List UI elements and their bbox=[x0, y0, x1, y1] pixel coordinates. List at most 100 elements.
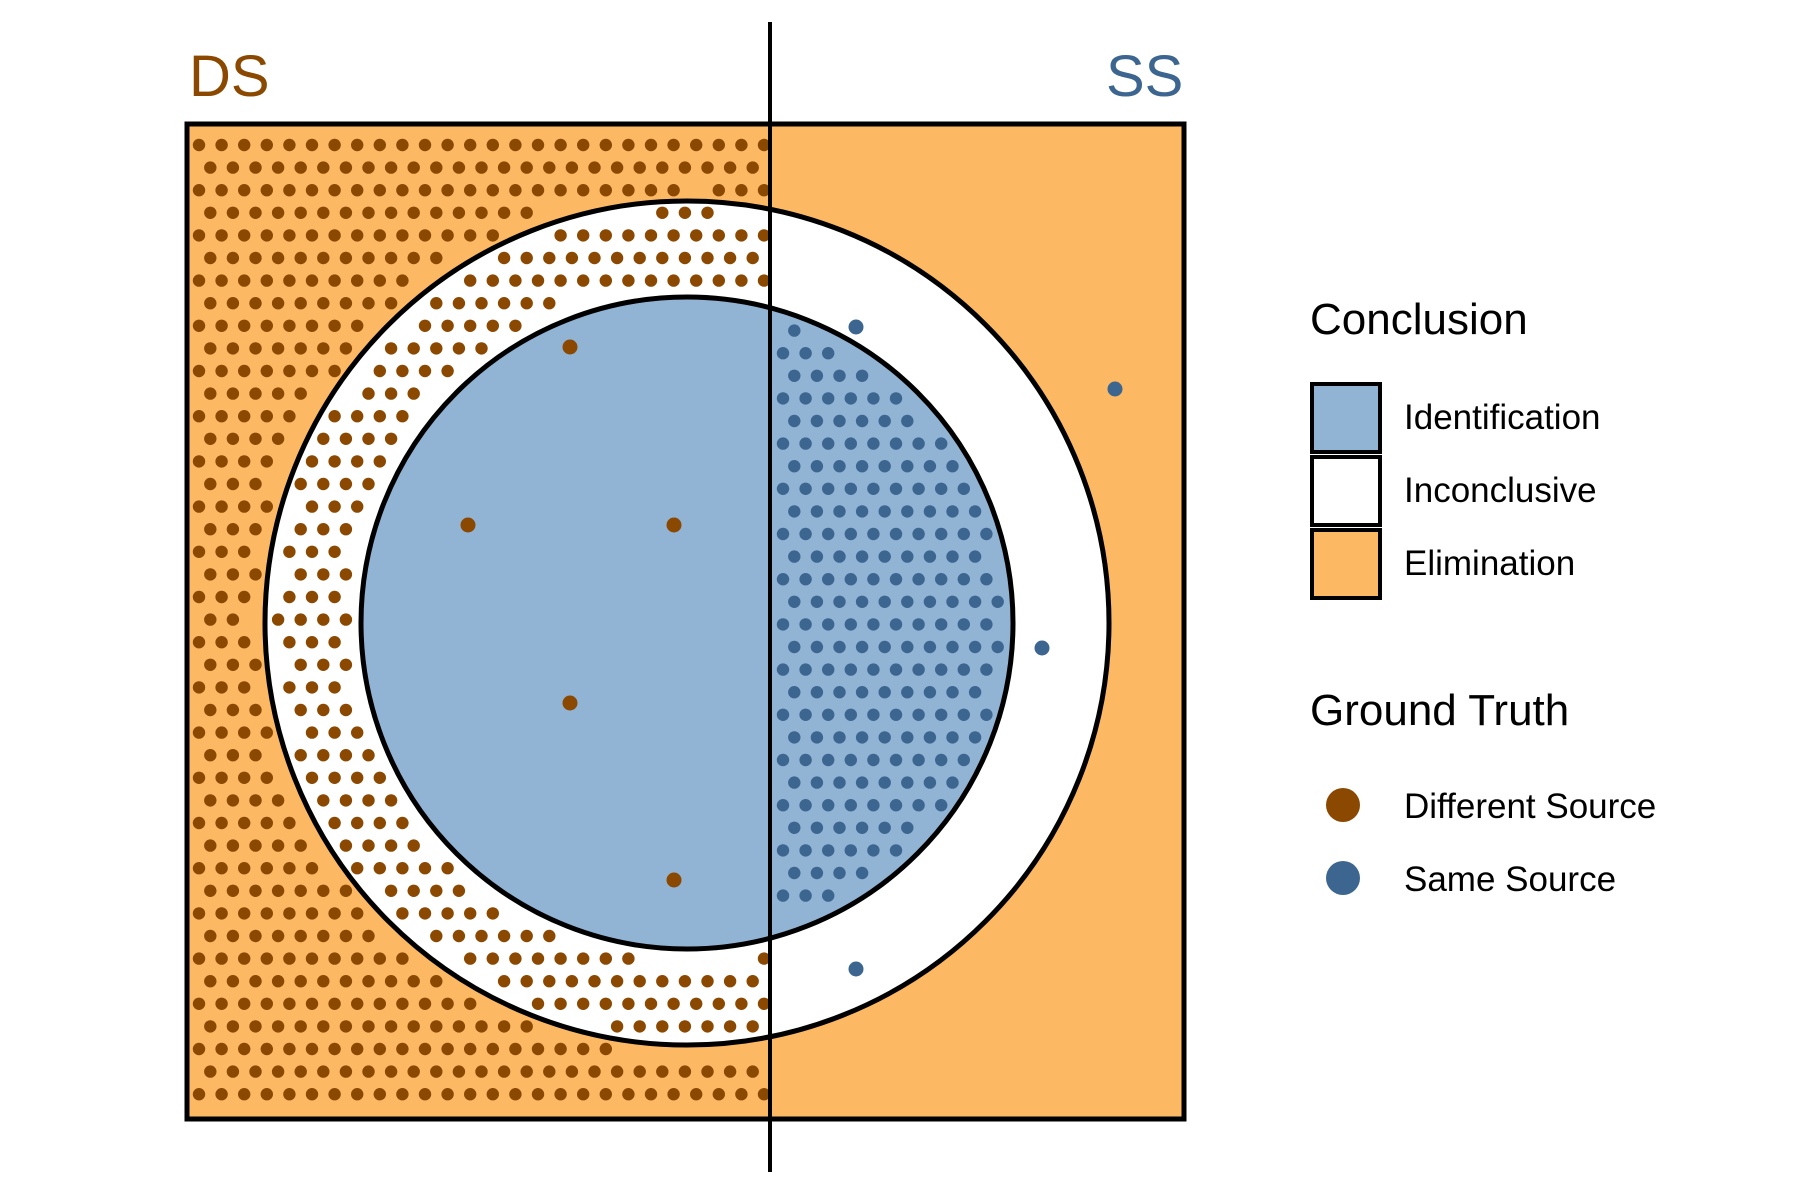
different-source-dot bbox=[667, 997, 680, 1010]
different-source-dot bbox=[215, 138, 228, 152]
different-source-dot bbox=[577, 184, 590, 197]
same-source-dot bbox=[923, 776, 937, 789]
same-source-dot bbox=[844, 437, 857, 450]
different-source-dot bbox=[238, 1042, 251, 1056]
different-source-dot bbox=[486, 952, 499, 965]
different-source-dot bbox=[757, 952, 770, 965]
different-source-dot bbox=[294, 206, 307, 219]
different-source-dot bbox=[238, 681, 251, 694]
different-source-dot bbox=[723, 975, 737, 988]
same-source-dot bbox=[889, 573, 903, 586]
different-source-dot bbox=[441, 184, 454, 197]
different-source-dot bbox=[305, 590, 319, 604]
different-source-dot bbox=[441, 229, 454, 242]
same-source-dot bbox=[844, 618, 857, 631]
different-source-dot bbox=[712, 1088, 725, 1101]
same-source-dot bbox=[799, 799, 812, 812]
different-source-dot bbox=[599, 274, 612, 287]
same-source-dot bbox=[957, 663, 970, 676]
different-source-dot bbox=[238, 184, 251, 197]
different-source-dot bbox=[644, 184, 658, 197]
legend-label-inconclusive: Inconclusive bbox=[1404, 471, 1597, 510]
different-source-dot bbox=[328, 726, 341, 739]
different-source-dot bbox=[735, 229, 748, 242]
same-source-dot bbox=[923, 505, 937, 518]
same-source-dot bbox=[923, 460, 937, 473]
different-source-dot bbox=[215, 997, 228, 1010]
different-source-dot bbox=[328, 184, 341, 197]
different-source-dot bbox=[226, 568, 240, 581]
different-source-dot bbox=[362, 839, 375, 852]
different-source-dot bbox=[678, 1065, 692, 1078]
different-source-dot bbox=[497, 297, 511, 310]
same-source-dot bbox=[901, 595, 914, 608]
same-source-dot bbox=[833, 460, 846, 473]
different-source-dot bbox=[238, 907, 251, 920]
same-source-dot bbox=[923, 550, 937, 563]
elimination-swatch bbox=[1310, 528, 1382, 600]
different-source-dot bbox=[317, 975, 330, 988]
different-source-dot bbox=[396, 274, 409, 287]
different-source-dot bbox=[283, 636, 296, 649]
different-source-dot bbox=[543, 161, 556, 174]
different-source-dot bbox=[599, 184, 612, 197]
same-source-dot bbox=[878, 821, 891, 834]
same-source-dot-icon bbox=[1326, 861, 1360, 895]
different-source-dot bbox=[622, 138, 635, 152]
same-source-dot bbox=[946, 505, 959, 518]
different-source-dot bbox=[610, 161, 624, 174]
different-source-dot bbox=[192, 726, 206, 739]
same-source-dot bbox=[912, 437, 925, 450]
different-source-dot bbox=[656, 206, 669, 219]
different-source-dot bbox=[351, 1088, 364, 1101]
different-source-dot bbox=[599, 1042, 612, 1056]
different-source-dot bbox=[238, 138, 251, 152]
different-source-dot bbox=[384, 342, 398, 355]
different-source-dot bbox=[238, 229, 251, 242]
different-source-dot bbox=[384, 251, 398, 265]
different-source-dot bbox=[396, 184, 409, 197]
different-source-dot bbox=[339, 206, 353, 219]
different-source-dot bbox=[192, 138, 206, 152]
different-source-dot bbox=[305, 862, 319, 875]
different-source-dot bbox=[735, 1088, 748, 1101]
same-source-dot bbox=[822, 392, 835, 405]
different-source-dot bbox=[271, 794, 285, 807]
same-source-dot bbox=[867, 618, 880, 631]
different-source-dot bbox=[294, 749, 307, 762]
different-source-dot bbox=[407, 839, 420, 852]
same-source-dot bbox=[867, 573, 880, 586]
different-source-dot bbox=[283, 816, 296, 830]
same-source-dot bbox=[980, 618, 993, 631]
different-source-dot bbox=[215, 1088, 228, 1101]
same-source-dot bbox=[788, 414, 801, 428]
different-source-dot bbox=[464, 138, 477, 152]
different-source-dot bbox=[599, 138, 612, 152]
different-source-dot bbox=[430, 884, 443, 897]
different-source-dot bbox=[407, 1065, 420, 1078]
different-source-point bbox=[562, 695, 578, 711]
different-source-dot bbox=[486, 184, 499, 197]
different-source-dot bbox=[260, 1042, 273, 1056]
different-source-dot bbox=[430, 342, 443, 355]
different-source-dot bbox=[283, 410, 296, 423]
same-source-dot bbox=[968, 640, 982, 654]
different-source-dot bbox=[396, 997, 409, 1010]
different-source-dot bbox=[351, 138, 364, 152]
same-source-dot bbox=[957, 527, 970, 541]
different-source-dot bbox=[554, 1042, 567, 1056]
different-source-dot bbox=[633, 161, 646, 174]
different-source-dot bbox=[328, 500, 341, 513]
same-source-dot bbox=[957, 753, 970, 767]
different-source-dot bbox=[328, 229, 341, 242]
different-source-dot bbox=[204, 613, 217, 626]
different-source-dot bbox=[656, 1020, 669, 1033]
legend-label-different-source: Different Source bbox=[1404, 787, 1657, 826]
different-source-dot bbox=[238, 771, 251, 784]
different-source-dot bbox=[226, 884, 240, 897]
different-source-dot bbox=[678, 161, 692, 174]
same-source-dot bbox=[788, 866, 801, 880]
different-source-dot bbox=[249, 568, 262, 581]
different-source-dot bbox=[690, 229, 703, 242]
